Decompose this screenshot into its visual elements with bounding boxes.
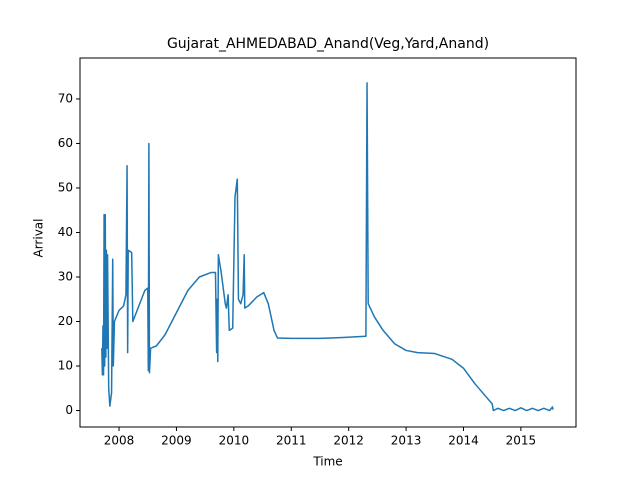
x-tick-label: 2010 xyxy=(219,434,250,448)
x-tick-label: 2011 xyxy=(276,434,307,448)
y-axis-label: Arrival xyxy=(32,219,46,258)
x-tick-label: 2013 xyxy=(391,434,422,448)
x-tick-label: 2015 xyxy=(506,434,537,448)
x-tick-label: 2012 xyxy=(333,434,364,448)
x-axis-label: Time xyxy=(312,455,342,469)
line-series xyxy=(101,82,554,412)
y-tick-label: 60 xyxy=(58,136,73,150)
y-tick-label: 20 xyxy=(58,314,73,328)
y-tick-label: 70 xyxy=(58,91,73,105)
y-tick-label: 50 xyxy=(58,180,73,194)
y-tick-label: 10 xyxy=(58,359,73,373)
x-tick-label: 2009 xyxy=(161,434,192,448)
plot-frame xyxy=(79,57,577,428)
x-tick-label: 2014 xyxy=(448,434,479,448)
y-tick-label: 0 xyxy=(65,403,73,417)
y-tick-label: 30 xyxy=(58,269,73,283)
chart-title: Gujarat_AHMEDABAD_Anand(Veg,Yard,Anand) xyxy=(167,36,489,52)
x-tick-label: 2008 xyxy=(104,434,135,448)
y-tick-label: 40 xyxy=(58,225,73,239)
